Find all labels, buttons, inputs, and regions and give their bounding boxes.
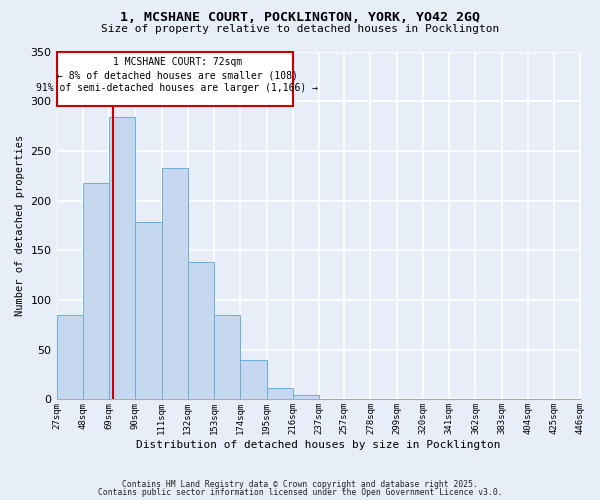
- Text: ← 8% of detached houses are smaller (108): ← 8% of detached houses are smaller (108…: [57, 70, 298, 81]
- Bar: [214, 315, 241, 400]
- Bar: [161, 168, 188, 400]
- Bar: [109, 117, 136, 400]
- Text: Contains HM Land Registry data © Crown copyright and database right 2025.: Contains HM Land Registry data © Crown c…: [122, 480, 478, 489]
- Bar: [188, 262, 214, 400]
- Bar: [56, 52, 293, 106]
- Bar: [241, 360, 266, 400]
- Bar: [136, 222, 161, 400]
- Bar: [293, 396, 319, 400]
- Bar: [266, 388, 293, 400]
- Y-axis label: Number of detached properties: Number of detached properties: [15, 135, 25, 316]
- Text: 1, MCSHANE COURT, POCKLINGTON, YORK, YO42 2GQ: 1, MCSHANE COURT, POCKLINGTON, YORK, YO4…: [120, 11, 480, 24]
- Text: Size of property relative to detached houses in Pocklington: Size of property relative to detached ho…: [101, 24, 499, 34]
- Bar: [56, 315, 83, 400]
- Text: 1 MCSHANE COURT: 72sqm: 1 MCSHANE COURT: 72sqm: [113, 58, 242, 68]
- Text: Contains public sector information licensed under the Open Government Licence v3: Contains public sector information licen…: [98, 488, 502, 497]
- Text: 91% of semi-detached houses are larger (1,166) →: 91% of semi-detached houses are larger (…: [36, 84, 318, 94]
- Bar: [83, 182, 109, 400]
- X-axis label: Distribution of detached houses by size in Pocklington: Distribution of detached houses by size …: [136, 440, 501, 450]
